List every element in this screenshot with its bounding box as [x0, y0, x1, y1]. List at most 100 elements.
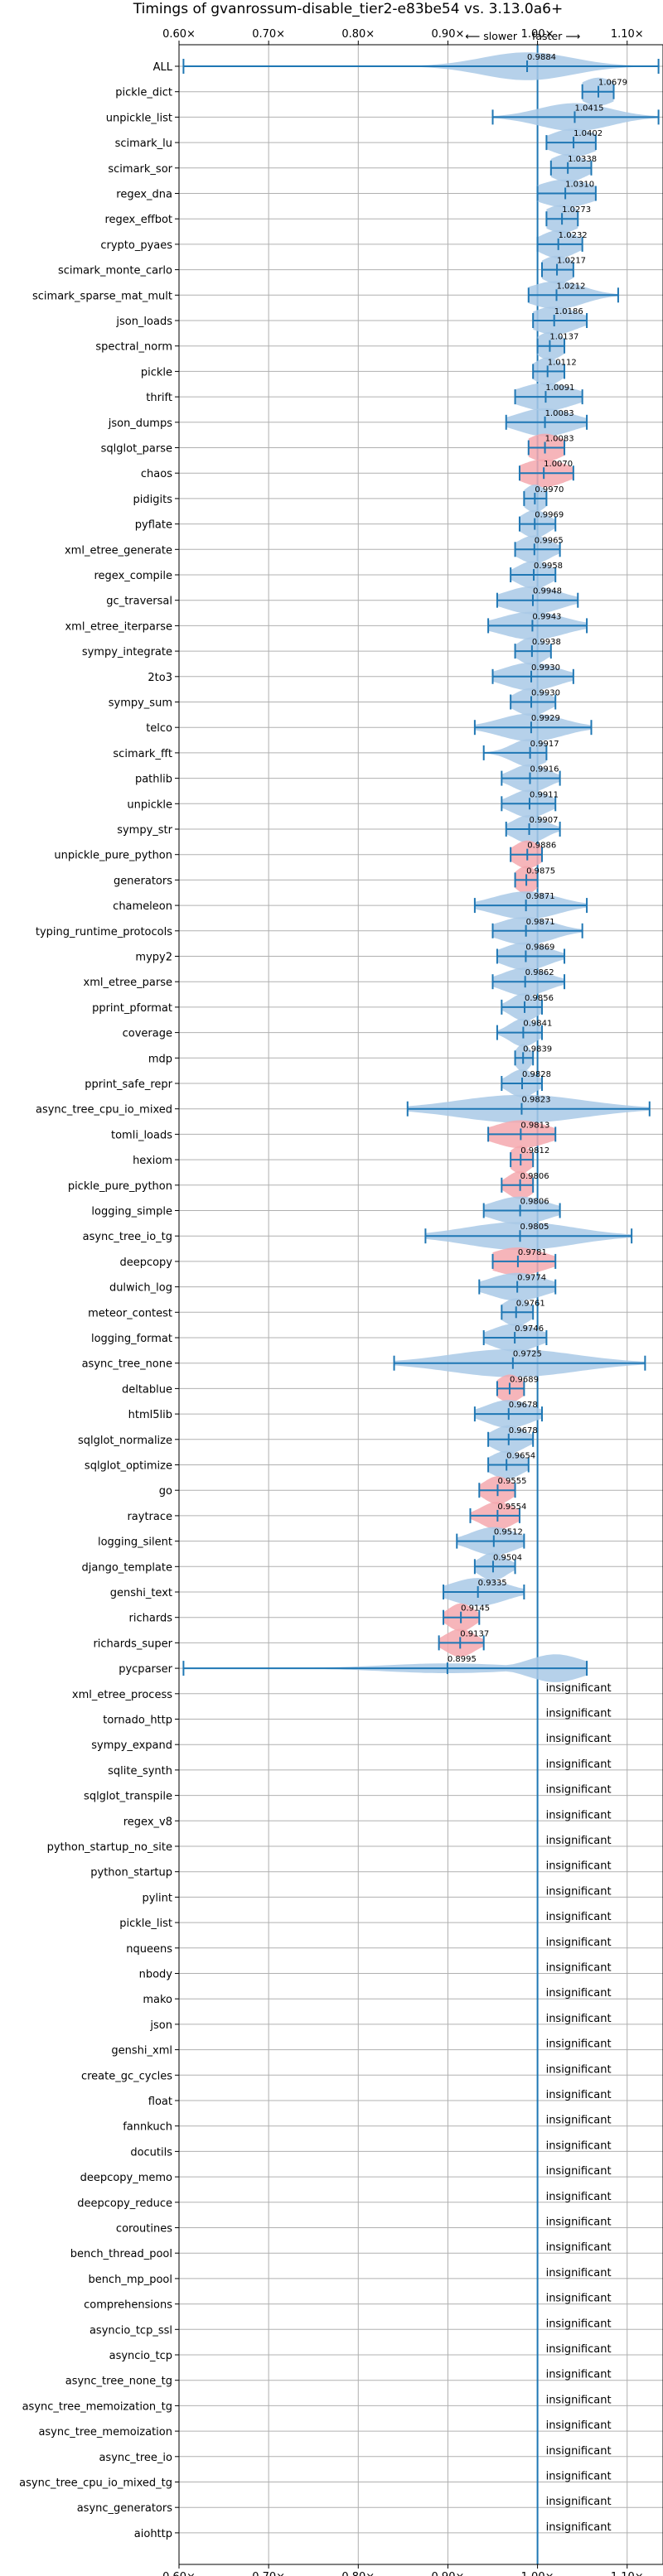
- benchmark-label: thrift: [146, 392, 172, 404]
- benchmark-label: sympy_sum: [109, 697, 172, 710]
- benchmark-label: async_generators: [77, 2502, 173, 2515]
- mean-value-label: 0.9839: [523, 1044, 552, 1054]
- benchmark-label: deepcopy: [119, 1257, 172, 1269]
- benchmark-label: raytrace: [127, 1511, 172, 1523]
- benchmark-label: richards_super: [93, 1638, 172, 1650]
- insignificant-label: insignificant: [546, 2013, 612, 2025]
- benchmark-label: 2to3: [148, 672, 172, 684]
- benchmark-label: sympy_str: [117, 824, 172, 837]
- mean-value-label: 1.0338: [568, 155, 597, 164]
- benchmark-label: meteor_contest: [88, 1307, 172, 1319]
- x-tick-label-top: 0.90×: [432, 28, 465, 41]
- insignificant-label: insignificant: [546, 1860, 612, 1873]
- insignificant-label: insignificant: [546, 2217, 612, 2229]
- benchmark-label: json_loads: [115, 316, 172, 328]
- benchmark-label: pidigits: [133, 494, 173, 506]
- benchmark-label: go: [159, 1485, 172, 1498]
- mean-value-label: 0.9761: [516, 1299, 545, 1308]
- benchmark-label: mako: [143, 1994, 172, 2006]
- benchmark-label: deltablue: [122, 1383, 172, 1396]
- insignificant-label: insignificant: [546, 1758, 612, 1771]
- mean-value-label: 0.9137: [460, 1629, 489, 1638]
- benchmark-label: float: [148, 2096, 172, 2108]
- benchmark-label: python_startup: [90, 1867, 172, 1879]
- benchmark-label: scimark_sparse_mat_mult: [32, 290, 172, 302]
- benchmark-label: dulwich_log: [109, 1282, 172, 1295]
- benchmark-label: regex_effbot: [104, 214, 172, 226]
- insignificant-label: insignificant: [546, 1835, 612, 1847]
- benchmark-label: html5lib: [128, 1409, 172, 1421]
- mean-value-label: 1.0679: [598, 79, 627, 88]
- mean-value-label: 0.9689: [510, 1375, 539, 1384]
- insignificant-label: insignificant: [546, 2089, 612, 2101]
- mean-value-label: 1.0217: [557, 257, 586, 266]
- benchmark-label: pickle: [141, 366, 172, 379]
- benchmark-label: pickle_pure_python: [68, 1180, 172, 1193]
- insignificant-label: insignificant: [546, 2471, 612, 2483]
- benchmark-label: sqlglot_parse: [101, 443, 172, 456]
- benchmark-label: pyflate: [135, 519, 172, 532]
- benchmark-marks: [182, 45, 660, 2564]
- mean-value-label: 0.9781: [518, 1248, 547, 1257]
- benchmark-label: fannkuch: [123, 2121, 172, 2134]
- x-tick-label-top: 0.60×: [162, 28, 196, 41]
- mean-value-label: 0.9823: [521, 1096, 550, 1105]
- x-tick-label-bottom: 0.80×: [341, 2571, 375, 2576]
- mean-value-label: 0.9504: [493, 1553, 522, 1562]
- insignificant-label: insignificant: [546, 1911, 612, 1923]
- mean-value-label: 0.9828: [522, 1070, 551, 1079]
- insignificant-label: insignificant: [546, 2293, 612, 2305]
- mean-value-label: 0.9806: [520, 1198, 549, 1207]
- benchmark-label: docutils: [130, 2146, 172, 2159]
- mean-value-label: 0.9512: [494, 1528, 523, 1537]
- mean-value-label: 1.0402: [573, 129, 603, 138]
- benchmark-label: pickle_dict: [115, 87, 172, 99]
- benchmark-label: async_tree_none_tg: [65, 2376, 172, 2388]
- benchmark-label: regex_v8: [123, 1816, 172, 1828]
- benchmark-label: async_tree_memoization: [38, 2426, 172, 2439]
- benchmark-label: chaos: [141, 468, 172, 480]
- benchmark-label: coroutines: [116, 2223, 172, 2236]
- mean-value-label: 0.9970: [535, 485, 564, 494]
- x-tick-label-bottom: 1.10×: [611, 2571, 644, 2576]
- benchmark-label: regex_dna: [116, 189, 172, 201]
- benchmark-label: hexiom: [133, 1155, 172, 1167]
- mean-value-label: 0.9725: [513, 1350, 542, 1359]
- benchmark-label: pylint: [142, 1892, 172, 1904]
- mean-value-label: 0.9145: [461, 1604, 490, 1614]
- benchmark-label: telco: [146, 722, 172, 735]
- slower-direction-label: ⟵ slower: [465, 30, 517, 42]
- benchmark-label: spectral_norm: [95, 341, 172, 354]
- insignificant-label: insignificant: [546, 2038, 612, 2051]
- insignificant-label: insignificant: [546, 2115, 612, 2127]
- mean-value-label: 0.9948: [533, 587, 562, 596]
- x-tick-label-top: 0.70×: [252, 28, 285, 41]
- benchmark-label: bench_thread_pool: [70, 2248, 172, 2260]
- insignificant-label: insignificant: [546, 2394, 612, 2406]
- insignificant-label: insignificant: [546, 2191, 612, 2203]
- insignificant-label: insignificant: [546, 2267, 612, 2279]
- insignificant-label: insignificant: [546, 1987, 612, 2000]
- mean-value-label: 0.9930: [531, 689, 560, 698]
- mean-value-label: 0.9856: [525, 994, 554, 1003]
- benchmark-labels: ALL 0.9884 pickle_dict 1.0679 unpickle_list 1…: [19, 53, 627, 2540]
- mean-value-label: 0.9875: [526, 866, 555, 876]
- benchmark-label: scimark_sor: [108, 163, 172, 176]
- plot-frame: [178, 44, 663, 2565]
- mean-value-label: 1.0212: [557, 282, 586, 291]
- benchmark-label: sqlglot_normalize: [78, 1435, 172, 1447]
- insignificant-label: insignificant: [546, 2241, 612, 2254]
- insignificant-label: insignificant: [546, 2139, 612, 2152]
- insignificant-label: insignificant: [546, 2445, 612, 2458]
- grid-lines: [178, 45, 663, 2564]
- mean-value-label: 0.9871: [526, 892, 555, 901]
- mean-value-label: 1.0273: [562, 205, 591, 215]
- mean-value-label: 0.9871: [526, 918, 555, 927]
- x-tick-label-bottom: 1.00×: [521, 2571, 554, 2576]
- insignificant-label: insignificant: [546, 2063, 612, 2076]
- benchmark-label: deepcopy_reduce: [77, 2197, 172, 2210]
- benchmark-label: pathlib: [135, 774, 172, 786]
- mean-value-label: 0.9916: [530, 765, 559, 774]
- mean-value-label: 0.9943: [532, 612, 561, 621]
- benchmark-label: scimark_monte_carlo: [58, 265, 172, 277]
